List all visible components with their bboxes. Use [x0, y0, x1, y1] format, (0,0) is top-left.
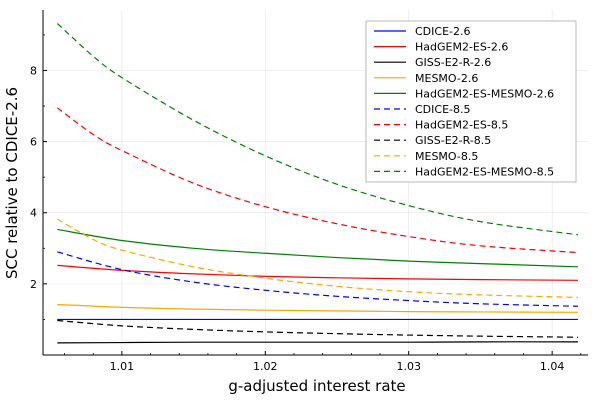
y-tick-label: 2 [30, 278, 37, 291]
legend: CDICE-2.6 HadGEM2-ES-2.6 GISS-E2-R-2.6 MESM… [365, 20, 577, 183]
series-line-5 [57, 251, 578, 307]
x-tick-label: 1.03 [396, 360, 421, 373]
series-line-4 [57, 228, 578, 268]
x-tick-label: 1.02 [253, 360, 278, 373]
axes: 1.01 1.02 1.03 1.04 2 4 6 8 [30, 10, 588, 373]
legend-label: HadGEM2-ES-MESMO-8.5 [415, 165, 554, 178]
plot-series [56, 23, 579, 344]
y-tick-label: 6 [30, 136, 37, 149]
series-line-9 [56, 23, 579, 236]
legend-label: CDICE-2.6 [415, 25, 471, 38]
x-tick-label: 1.04 [540, 360, 565, 373]
legend-label: MESMO-2.6 [415, 72, 478, 85]
legend-label: HadGEM2-ES-MESMO-2.6 [415, 87, 554, 100]
series-line-7 [57, 319, 578, 338]
series-line-8 [57, 218, 578, 298]
series-line-2 [57, 341, 578, 344]
x-axis-title: g-adjusted interest rate [228, 377, 405, 395]
x-tick-label: 1.01 [110, 360, 135, 373]
series-line-3 [57, 303, 578, 313]
y-tick-label: 8 [30, 64, 37, 77]
legend-label: GISS-E2-R-2.6 [415, 56, 491, 69]
legend-label: HadGEM2-ES-2.6 [415, 41, 508, 54]
legend-label: MESMO-8.5 [415, 150, 478, 163]
legend-label: GISS-E2-R-8.5 [415, 134, 491, 147]
legend-box [365, 20, 577, 183]
legend-label: CDICE-8.5 [415, 103, 471, 116]
legend-label: HadGEM2-ES-8.5 [415, 119, 508, 132]
y-tick-label: 4 [30, 207, 37, 220]
y-axis-title: SCC relative to CDICE-2.6 [3, 87, 21, 279]
